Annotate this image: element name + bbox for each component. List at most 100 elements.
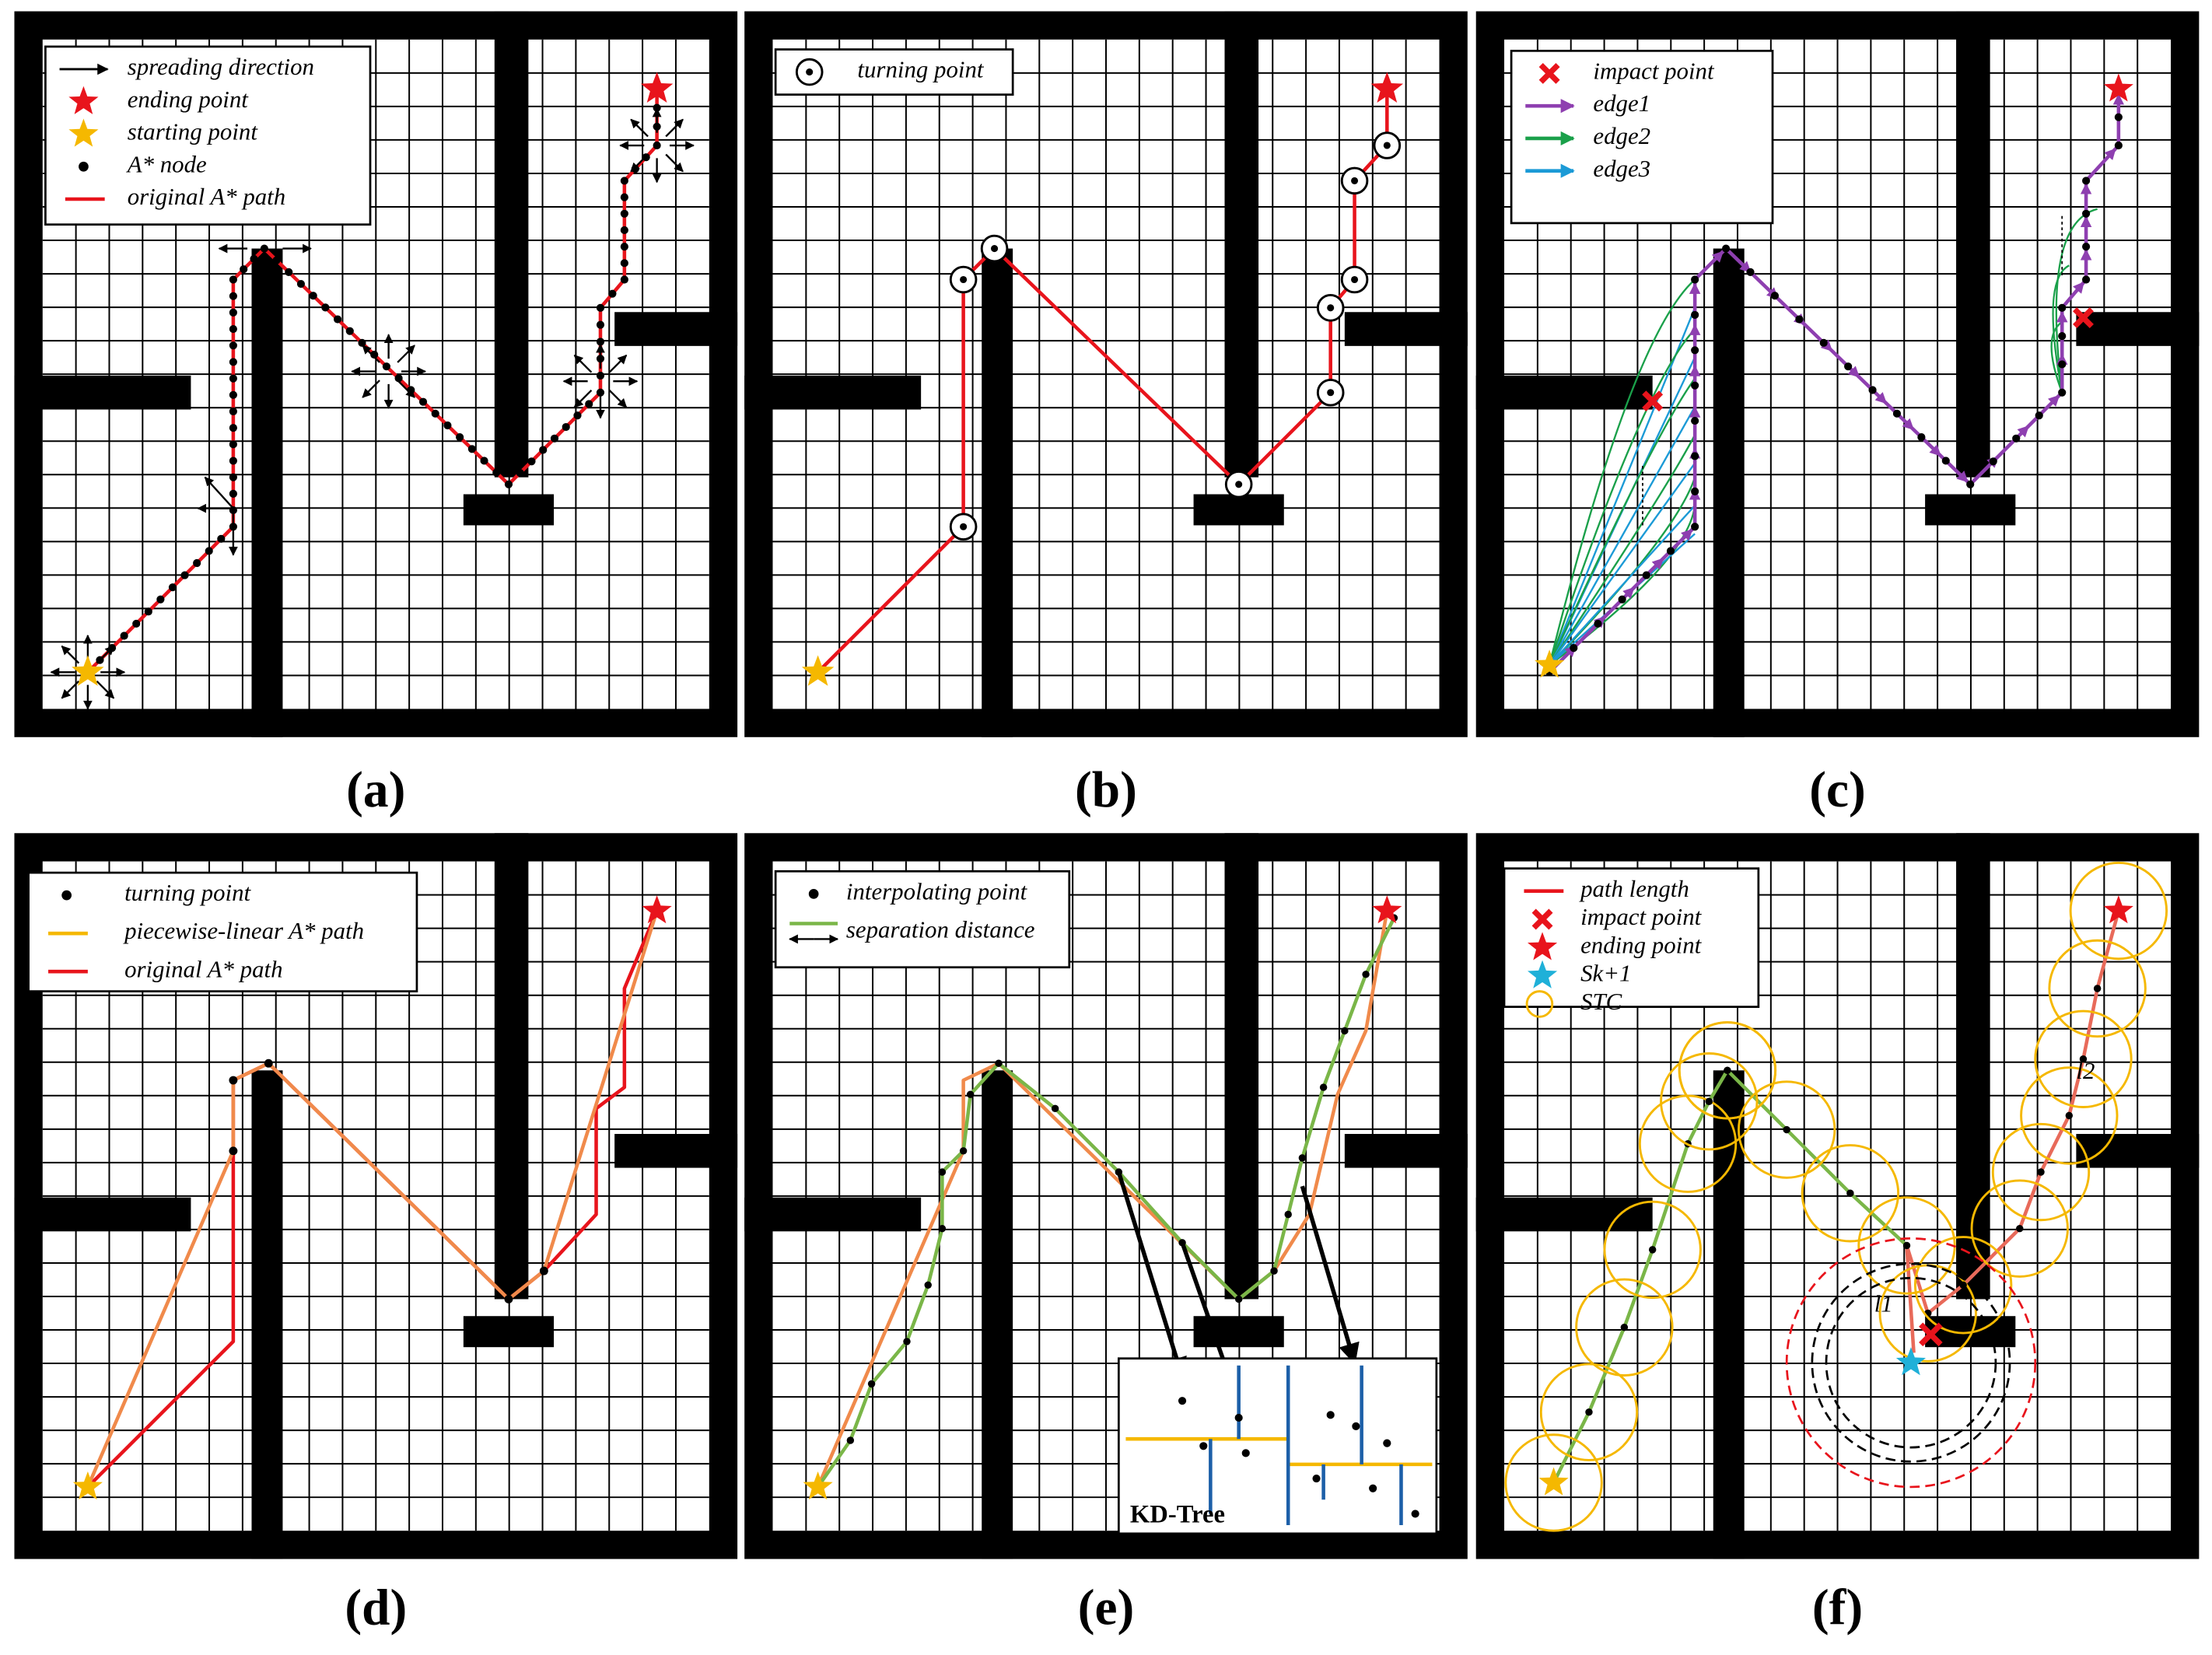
stc-circle: [1737, 1080, 1836, 1179]
wall: [1344, 312, 1468, 346]
node-dot: [120, 632, 128, 640]
arrow: [96, 680, 115, 699]
node-dot: [382, 362, 390, 371]
arrow: [573, 355, 593, 373]
node-dot: [1352, 1422, 1360, 1430]
node-dot: [418, 397, 428, 406]
node-dot: [61, 890, 72, 901]
node-dot: [516, 468, 524, 478]
stc-circle: [1504, 1433, 1603, 1532]
node-dot: [217, 534, 226, 543]
node-dot: [1705, 1097, 1713, 1105]
node-dot: [229, 341, 237, 350]
wall: [1193, 494, 1284, 526]
node-dot: [938, 1224, 947, 1233]
panel: KD-Tree interpolating point separation dis…: [744, 833, 1468, 1559]
node-dot: [345, 327, 354, 335]
node-dot: [229, 292, 237, 300]
node-dot: [1570, 644, 1578, 653]
legend-text: spreading direction: [128, 54, 314, 80]
arrow: [608, 355, 628, 373]
wall: [251, 248, 283, 737]
node-dot: [620, 209, 628, 218]
node-dot: [2082, 243, 2091, 251]
arrow: [1888, 404, 1915, 431]
node-dot: [596, 320, 605, 329]
star: [803, 1471, 833, 1500]
path-line: [1905, 1245, 1916, 1353]
panel: impact point edge1 edge2 edge3: [1475, 11, 2200, 737]
legend-text: STC: [1580, 988, 1622, 1015]
node-dot: [205, 547, 213, 555]
arrow: [1116, 1171, 1187, 1379]
legend-text: turning point: [124, 880, 251, 906]
node-dot: [492, 468, 501, 477]
panel-label: (f): [1812, 1580, 1863, 1636]
node-dot: [156, 595, 165, 604]
panel: spreading direction ending point starting …: [14, 11, 738, 737]
panel-label: (d): [345, 1580, 407, 1636]
node-dot: [296, 279, 306, 289]
edge3-line: [1549, 406, 1696, 666]
node-dot: [960, 275, 968, 284]
node-dot: [2058, 303, 2067, 312]
node-dot: [1351, 177, 1359, 184]
wall: [1713, 1070, 1745, 1559]
node-dot: [2035, 411, 2043, 420]
star: [2103, 73, 2133, 102]
arrow: [1636, 558, 1664, 586]
stc-circle: [1603, 1200, 1702, 1300]
node-dot: [443, 421, 452, 430]
arrow: [96, 646, 115, 664]
stc-circle: [1539, 1363, 1639, 1461]
node-dot: [2065, 1111, 2074, 1120]
star: [1370, 72, 1404, 103]
legend-ring: [1525, 990, 1554, 1018]
node-dot: [596, 338, 605, 346]
node-dot: [229, 424, 237, 432]
node-dot: [573, 411, 582, 420]
node-dot: [808, 888, 819, 899]
panel-label: (c): [1809, 762, 1866, 818]
annotation: l2: [2076, 1058, 2095, 1084]
star: [68, 118, 99, 147]
wall: [1224, 11, 1259, 478]
node-dot: [1594, 619, 1602, 628]
node-dot: [550, 434, 559, 443]
legend-text: Sk+1: [1580, 960, 1631, 987]
node-dot: [1941, 457, 1950, 465]
wall: [251, 1070, 283, 1559]
panel-label: (e): [1078, 1580, 1135, 1636]
edge2-curve: [1548, 278, 1696, 666]
node-dot: [1844, 362, 1853, 371]
wall: [744, 1197, 922, 1232]
node-dot: [1351, 275, 1359, 284]
edge3-line: [1549, 505, 1696, 666]
range-circle: [1785, 1237, 2037, 1489]
node-dot: [2093, 985, 2102, 992]
node-dot: [620, 259, 628, 268]
node-dot: [1235, 481, 1243, 488]
star: [72, 655, 104, 686]
star: [642, 895, 672, 924]
edge2-curve: [2050, 320, 2063, 394]
node-dot: [229, 1146, 238, 1156]
node-dot: [1691, 310, 1699, 319]
legend-text: edge3: [1593, 156, 1650, 182]
arrow: [608, 389, 628, 408]
node-dot: [924, 1281, 932, 1289]
legend-text: ending point: [1580, 932, 1703, 958]
node-dot: [960, 523, 968, 530]
node-dot: [2058, 360, 2067, 369]
node-dot: [79, 161, 89, 172]
node-dot: [229, 358, 237, 366]
node-dot: [1746, 268, 1755, 276]
star: [1372, 895, 1402, 924]
node-dot: [456, 433, 464, 442]
node-dot: [1327, 389, 1335, 397]
annotation: l1: [1874, 1291, 1893, 1317]
node-dot: [966, 1090, 975, 1098]
node-dot: [1241, 1449, 1250, 1457]
legend-text: edge1: [1593, 90, 1650, 117]
node-dot: [539, 446, 548, 454]
